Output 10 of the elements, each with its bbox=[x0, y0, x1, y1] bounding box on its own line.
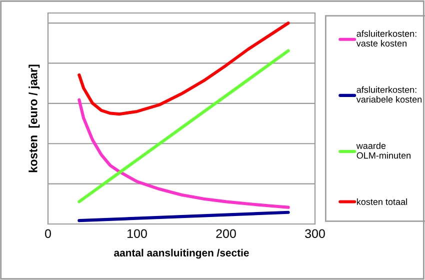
x-tick-label: 300 bbox=[305, 229, 325, 238]
x-tick-label: 0 bbox=[45, 229, 51, 238]
y-axis-title: kosten [euro / jaar] bbox=[28, 64, 40, 172]
legend-label: afsluiterkosten: variabele kosten bbox=[356, 86, 422, 103]
x-axis-title: aantal aansluitingen /sectie bbox=[114, 248, 249, 259]
legend-label: kosten totaal bbox=[356, 198, 407, 206]
x-tick-label: 200 bbox=[216, 229, 236, 238]
legend-label: afsluiterkosten: vaste kosten bbox=[356, 30, 416, 47]
x-tick-label: 100 bbox=[128, 229, 147, 238]
legend-label: waarde OLM-minuten bbox=[356, 142, 410, 159]
